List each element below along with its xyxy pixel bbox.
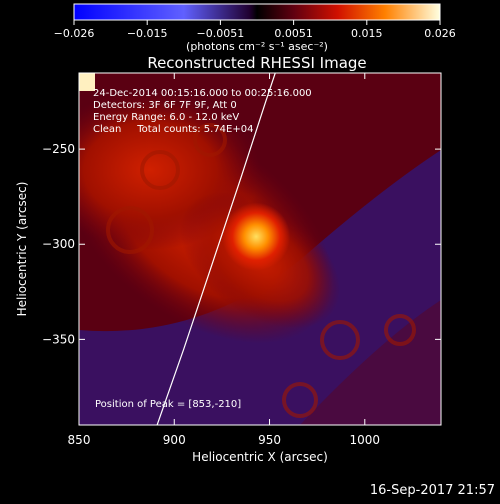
x-tick-label: 950 [258, 433, 281, 447]
y-axis-label: Heliocentric Y (arcsec) [15, 182, 29, 317]
x-axis-label: Heliocentric X (arcsec) [192, 450, 328, 464]
x-axis-ticks: 850 900 950 1000 [68, 73, 381, 447]
annotation-energy: Energy Range: 6.0 - 12.0 keV [93, 112, 239, 123]
annotation-detectors: Detectors: 3F 6F 7F 9F, Att 0 [93, 100, 237, 111]
y-tick-label: −250 [42, 142, 75, 156]
annotation-time: 24-Dec-2014 00:15:16.000 to 00:25:16.000 [93, 88, 312, 99]
heatmap-image [79, 73, 441, 425]
colorbar-tick-label: 0.015 [351, 27, 383, 40]
peak-position-label: Position of Peak = [853,-210] [95, 399, 241, 410]
colorbar-tick-label: −0.015 [127, 27, 168, 40]
colorbar-unit-label: (photons cm⁻² s⁻¹ asec⁻²) [186, 40, 328, 53]
colorbar-tick-label: 0.0051 [274, 27, 313, 40]
x-tick-label: 1000 [350, 433, 381, 447]
colorbar-ticks: −0.026 −0.015 −0.0051 0.0051 0.015 0.026 [54, 20, 456, 40]
x-tick-label: 900 [163, 433, 186, 447]
y-axis-ticks: −250 −300 −350 [42, 142, 441, 346]
y-tick-label: −300 [42, 237, 75, 251]
solar-limb-line [156, 73, 276, 425]
peak-source [222, 202, 291, 271]
annotation-counts: Clean Total counts: 5.74E+04 [93, 124, 253, 135]
colorbar [73, 3, 441, 21]
y-tick-label: −350 [42, 332, 75, 346]
footer-timestamp: 16-Sep-2017 21:57 [370, 483, 495, 498]
plot-frame [78, 72, 442, 426]
colorbar-tick-label: −0.026 [54, 27, 95, 40]
x-tick-label: 850 [68, 433, 91, 447]
colorbar-tick-label: 0.026 [424, 27, 456, 40]
annotation-block: 24-Dec-2014 00:15:16.000 to 00:25:16.000… [93, 88, 312, 135]
chart-title: Reconstructed RHESSI Image [147, 54, 366, 72]
colorbar-tick-label: −0.0051 [197, 27, 245, 40]
